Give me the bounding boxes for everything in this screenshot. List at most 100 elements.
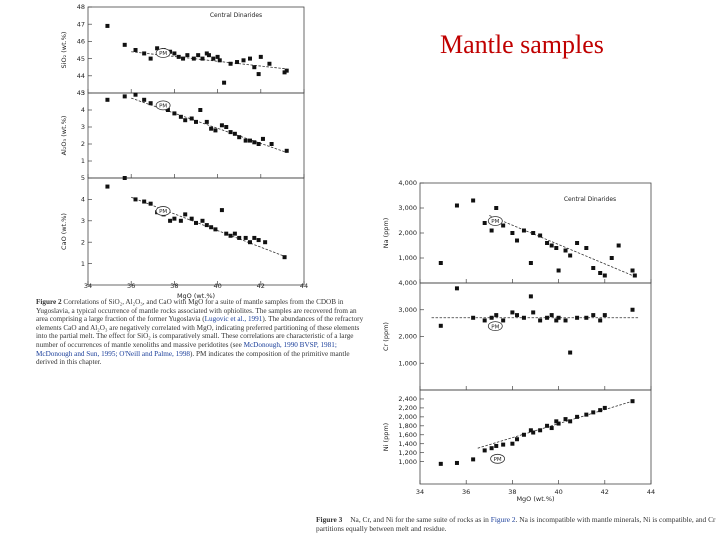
data-point: [142, 199, 147, 204]
data-point: [568, 253, 573, 258]
data-point: [133, 197, 138, 202]
data-point: [630, 268, 635, 273]
data-point: [209, 126, 214, 131]
data-point: [133, 92, 138, 97]
figure-2-caption-ref-1[interactable]: Lugovic et al., 1991: [204, 315, 263, 324]
y-tick-label: 1,600: [398, 431, 417, 439]
pm-marker: [487, 321, 503, 332]
y-axis-label: Cr (ppm): [382, 322, 390, 351]
data-point: [510, 231, 515, 235]
y-tick-label: 47: [77, 20, 85, 28]
data-point: [494, 313, 499, 318]
data-point: [237, 135, 242, 140]
pm-label: PM: [159, 104, 167, 110]
data-point: [521, 228, 526, 233]
data-point: [538, 233, 543, 238]
data-point: [248, 240, 252, 245]
trend-line: [131, 97, 287, 153]
data-point: [630, 307, 635, 312]
data-point: [549, 426, 554, 431]
y-tick-label: 2,200: [398, 404, 417, 412]
data-point: [183, 118, 188, 123]
y-tick-label: 1,000: [398, 359, 417, 367]
data-point: [591, 410, 596, 415]
data-point: [528, 261, 533, 265]
data-point: [471, 198, 476, 203]
data-point: [213, 227, 218, 232]
data-point: [252, 140, 257, 145]
pm-marker: [487, 216, 503, 226]
panel-2: 1 2 3 4 5 Al₂O₃ (wt.%) PM: [60, 89, 305, 179]
data-point: [213, 128, 218, 133]
data-point: [243, 138, 248, 143]
x-axis-label: MgO (wt.%): [177, 292, 215, 300]
y-tick-label: 3: [81, 123, 85, 131]
figure-2-caption-text-1: Correlations of SiO₂, Al₂O₃, and CaO wit…: [36, 298, 357, 324]
data-point: [148, 56, 153, 61]
data-point: [148, 201, 153, 206]
y-tick-label: 45: [77, 55, 85, 63]
y-tick-label: 44: [77, 72, 85, 80]
x-axis-label: MgO (wt.%): [516, 495, 554, 503]
y-tick-label: 1: [81, 260, 85, 268]
data-point: [584, 315, 589, 320]
data-point: [494, 443, 499, 448]
panel-3: 1,0001,2001,4001,6001,8002,0002,2002,400…: [382, 389, 652, 485]
data-point: [196, 53, 201, 58]
y-tick-label: 4: [81, 196, 85, 204]
data-point: [122, 42, 127, 47]
data-point: [241, 58, 246, 63]
pm-marker: [155, 100, 171, 111]
figure-2-caption-ref-2[interactable]: McDonough, 1990 BVSP, 1981; McDonough an…: [36, 340, 337, 358]
figure-2-caption: Figure 2 Correlations of SiO₂, Al₂O₃, an…: [36, 298, 368, 367]
y-tick-label: 4: [81, 106, 85, 114]
data-point: [510, 441, 515, 446]
x-tick-label: 42: [601, 488, 609, 496]
panel-2: 1,000 2,000 3,000 4,000 Cr (ppm) PM: [382, 279, 652, 391]
trend-line: [131, 196, 287, 258]
x-tick-label: 36: [462, 488, 470, 496]
data-point: [501, 318, 506, 323]
data-point: [515, 238, 520, 243]
figure-3-caption-ref[interactable]: Figure 2: [490, 515, 516, 524]
data-point: [584, 246, 589, 250]
pm-marker: [155, 206, 171, 216]
data-point: [471, 457, 476, 462]
data-point: [602, 313, 607, 318]
data-point: [545, 315, 550, 320]
figure-3-caption-label: Figure 3: [316, 515, 343, 524]
data-point: [575, 241, 580, 245]
pm-label: PM: [491, 219, 499, 225]
data-point: [176, 54, 181, 59]
data-point: [282, 255, 287, 260]
data-point: [454, 460, 459, 465]
data-point: [602, 273, 607, 278]
data-point: [155, 46, 160, 51]
data-point: [142, 51, 147, 56]
data-point: [181, 56, 186, 61]
x-tick-label: 44: [647, 488, 655, 496]
data-point: [185, 53, 190, 58]
x-tick-label: 38: [508, 488, 516, 496]
data-point: [554, 419, 559, 424]
data-point: [438, 323, 443, 328]
data-point: [598, 408, 603, 413]
data-point: [148, 101, 153, 106]
panel-1: 43 44 45 46 47 48 SiO₂ (wt.%) PM Central Dinarid…: [60, 3, 305, 97]
x-tick-label: 40: [554, 488, 562, 496]
data-point: [482, 221, 487, 225]
data-point: [531, 430, 536, 435]
trend-line: [489, 215, 633, 276]
y-axis-label: Al₂O₃ (wt.%): [60, 116, 68, 156]
data-point: [248, 56, 252, 61]
data-point: [178, 218, 183, 223]
data-point: [531, 310, 536, 315]
y-tick-label: 1,200: [398, 449, 417, 457]
y-tick-label: 1,800: [398, 422, 417, 430]
data-point: [248, 138, 252, 143]
data-point: [105, 97, 110, 102]
y-tick-label: 5: [81, 89, 85, 97]
data-point: [563, 318, 568, 323]
data-point: [267, 61, 272, 66]
x-tick-label: 36: [127, 282, 135, 290]
